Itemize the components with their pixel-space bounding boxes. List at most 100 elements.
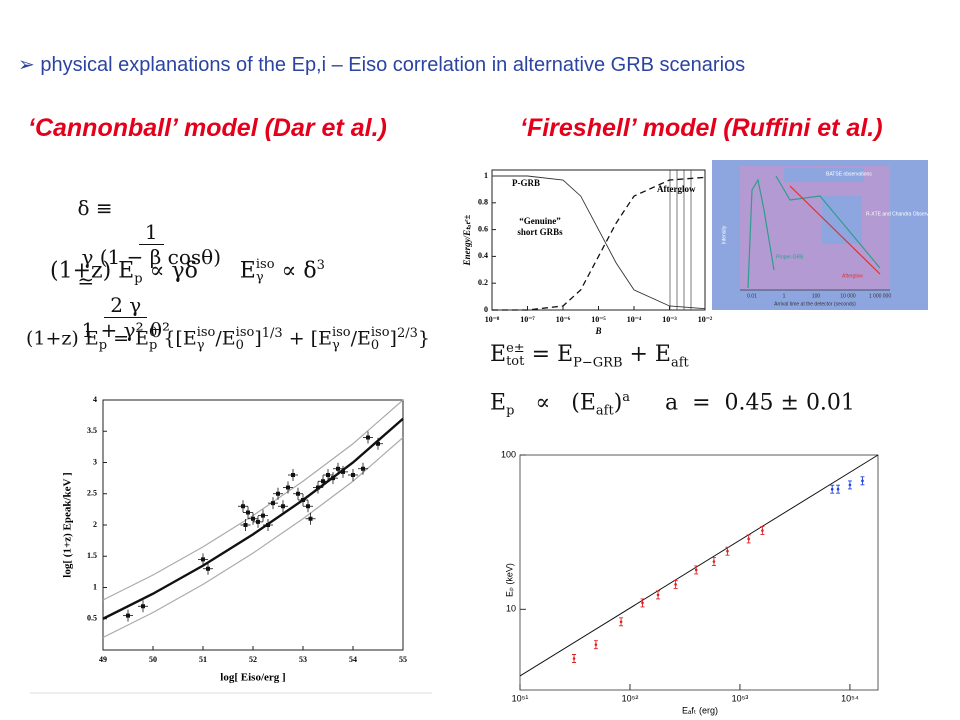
superscript: iso bbox=[255, 257, 275, 273]
schematic-label: Proper-GRB bbox=[776, 254, 804, 260]
formula-text: (1+z) E bbox=[50, 258, 135, 284]
y-tick-label: 100 bbox=[501, 449, 516, 459]
y-tick-label: 4 bbox=[93, 395, 97, 404]
data-point bbox=[619, 620, 623, 624]
x-tick-label: 53 bbox=[299, 655, 307, 664]
data-point bbox=[641, 601, 644, 605]
formula: Ep ∝ (Eaft)a a = 0.45 ± 0.01 bbox=[490, 390, 855, 419]
x-tick-label: 10⁻⁵ bbox=[591, 315, 606, 324]
subscript: 0 bbox=[370, 338, 380, 354]
y-tick-label: 1 bbox=[484, 171, 488, 180]
data-point bbox=[848, 483, 852, 487]
data-point bbox=[351, 473, 355, 477]
y-tick-label: 3.5 bbox=[87, 426, 97, 435]
series-label: Afterglow bbox=[657, 184, 696, 194]
schematic-tick: 10 000 bbox=[840, 293, 856, 299]
formula-text: E bbox=[490, 342, 507, 367]
data-point bbox=[366, 435, 370, 440]
header: ➢ physical explanations of the Ep,i – Ei… bbox=[18, 52, 745, 77]
subscript: p bbox=[134, 271, 143, 287]
schematic-tick: 0.01 bbox=[747, 293, 757, 299]
subscript: γ bbox=[196, 338, 205, 354]
x-tick-label: 10⁵² bbox=[622, 693, 639, 703]
x-tick-label: 55 bbox=[399, 655, 407, 664]
annotation: short GRBs bbox=[517, 227, 563, 237]
data-point bbox=[296, 491, 300, 496]
data-point bbox=[761, 529, 764, 532]
y-tick-label: 1 bbox=[93, 582, 97, 591]
x-tick-label: 10⁻⁷ bbox=[520, 315, 535, 324]
schematic-label: BATSE observations bbox=[826, 171, 872, 177]
formula-text: (1+z) E bbox=[26, 327, 99, 350]
x-axis-label: B bbox=[594, 326, 601, 336]
x-tick-label: 10⁵⁴ bbox=[841, 693, 859, 703]
formula-text: a = 0.45 ± 0.01 bbox=[630, 390, 855, 416]
data-point bbox=[246, 510, 250, 515]
formula-text: = E bbox=[107, 327, 149, 350]
y-tick-label: 2 bbox=[93, 520, 97, 529]
sub-sup: tot e± bbox=[506, 342, 525, 368]
denominator: γ (1 − β cosθ) bbox=[81, 245, 222, 269]
annotation: “Genuine” bbox=[519, 216, 561, 226]
data-point bbox=[141, 604, 145, 609]
curve bbox=[102, 417, 404, 620]
schematic-tick: 100 bbox=[812, 293, 821, 299]
data-point bbox=[256, 519, 260, 524]
plot-area bbox=[40, 392, 430, 692]
y-axis-label: log[ (1+z) Epeak/keV ] bbox=[62, 472, 74, 577]
sub-sup: 0 iso bbox=[236, 326, 255, 352]
data-point bbox=[674, 583, 677, 586]
subscript: γ bbox=[255, 270, 264, 286]
schematic-label: Arrival time at the detector (seconds) bbox=[774, 301, 856, 307]
subscript: p bbox=[148, 338, 158, 354]
formula-text: /E bbox=[350, 327, 371, 350]
sub-sup: 0 iso bbox=[371, 326, 390, 352]
data-point bbox=[261, 513, 265, 518]
superscript: 3 bbox=[316, 258, 325, 273]
data-point bbox=[836, 487, 840, 491]
superscript: 1/3 bbox=[261, 326, 283, 341]
header-text: physical explanations of the Ep,i – Eiso… bbox=[40, 54, 746, 76]
subscript: aft bbox=[595, 403, 614, 419]
formula-text: δ ≡ bbox=[77, 196, 113, 220]
sub-sup: γ iso bbox=[197, 326, 216, 352]
x-tick-label: 49 bbox=[99, 655, 107, 664]
formula-text: = E bbox=[524, 342, 574, 367]
subscript: aft bbox=[671, 355, 689, 371]
subscript: 0 bbox=[235, 338, 244, 354]
x-tick-label: 10⁻⁸ bbox=[485, 315, 500, 324]
superscript: a bbox=[622, 390, 631, 405]
right-title: ‘Fireshell’ model (Ruffini et al.) bbox=[520, 114, 883, 142]
line bbox=[492, 176, 706, 311]
formula-text: ] bbox=[254, 327, 262, 350]
data-point bbox=[361, 466, 365, 471]
superscript: iso bbox=[370, 325, 390, 341]
data-point bbox=[206, 566, 210, 571]
x-tick-label: 54 bbox=[349, 655, 357, 664]
data-point bbox=[726, 549, 729, 553]
y-tick-label: 1.5 bbox=[87, 551, 97, 560]
formula-text: /E bbox=[215, 327, 236, 350]
schematic-box bbox=[822, 196, 862, 244]
subscript: γ bbox=[331, 338, 340, 354]
subscript: tot bbox=[506, 354, 525, 369]
schematic-box bbox=[784, 168, 864, 182]
numerator: 1 bbox=[138, 220, 164, 245]
y-tick-label: 2.5 bbox=[87, 489, 97, 498]
data-point bbox=[861, 479, 864, 483]
formula-text: {[E bbox=[157, 327, 197, 350]
y-tick-label: 0 bbox=[484, 305, 488, 314]
data-point bbox=[376, 441, 380, 446]
formula-text: E bbox=[490, 390, 507, 416]
formula-text: ≃ bbox=[77, 269, 95, 293]
data-point bbox=[241, 504, 245, 509]
subscript: p bbox=[98, 338, 108, 354]
bullet: ➢ bbox=[18, 54, 35, 76]
sub-sup: γ iso bbox=[256, 258, 275, 284]
